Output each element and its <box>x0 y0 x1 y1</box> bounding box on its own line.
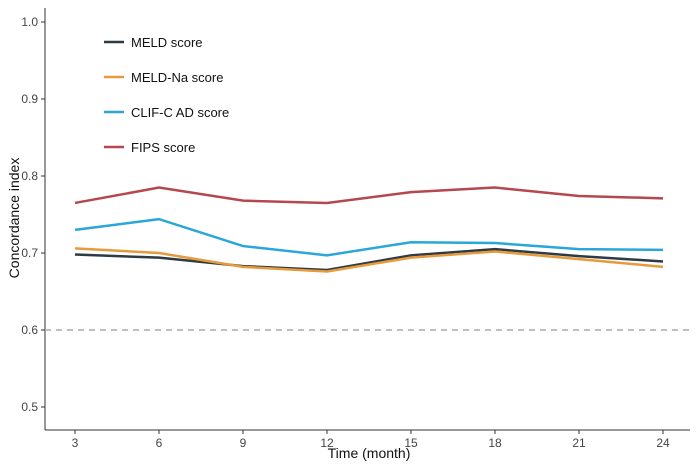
y-tick-label: 1.0 <box>21 15 38 29</box>
x-tick-label: 15 <box>404 436 418 450</box>
x-axis-label: Time (month) <box>328 445 411 461</box>
y-axis-label: Concordance index <box>6 158 22 279</box>
series-line-2 <box>74 217 664 257</box>
x-tick-label: 12 <box>320 436 334 450</box>
y-tick-label: 0.9 <box>21 92 38 106</box>
y-tick-label: 0.8 <box>21 169 38 183</box>
legend-label: FIPS score <box>131 140 195 155</box>
y-tick-label: 0.7 <box>21 246 38 260</box>
x-tick-label: 3 <box>72 436 79 450</box>
series-line-3 <box>74 186 664 205</box>
series-line-0 <box>74 247 664 272</box>
legend-label: MELD-Na score <box>131 70 223 85</box>
series-line-1 <box>74 247 664 273</box>
y-tick-label: 0.5 <box>21 400 38 414</box>
legend-label: CLIF-C AD score <box>131 105 229 120</box>
x-tick-label: 9 <box>240 436 247 450</box>
x-tick-label: 18 <box>488 436 502 450</box>
x-tick-label: 21 <box>572 436 586 450</box>
x-tick-label: 24 <box>656 436 670 450</box>
y-tick-label: 0.6 <box>21 323 38 337</box>
legend-label: MELD score <box>131 35 203 50</box>
x-tick-label: 6 <box>156 436 163 450</box>
